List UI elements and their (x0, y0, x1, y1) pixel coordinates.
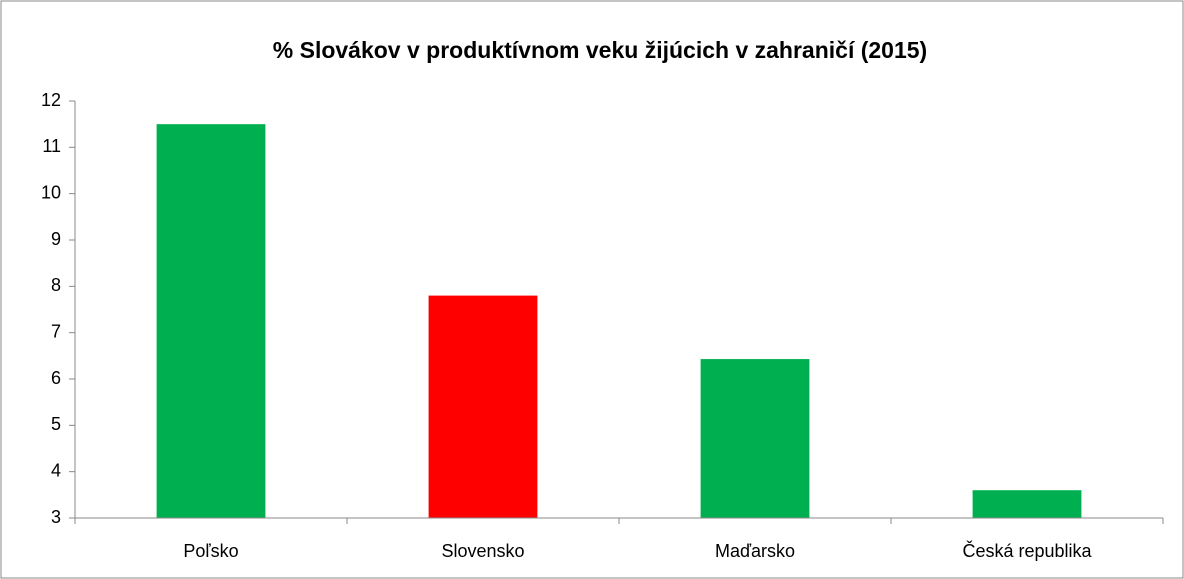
y-tick-label: 3 (51, 507, 61, 527)
y-tick-label: 7 (51, 321, 61, 341)
y-tick-label: 8 (51, 275, 61, 295)
x-tick-label: Poľsko (183, 541, 238, 561)
x-tick-label: Maďarsko (715, 541, 795, 561)
x-tick-label: Slovensko (441, 541, 524, 561)
y-tick-label: 11 (42, 136, 61, 156)
chart-title: % Slovákov v produktívnom veku žijúcich … (273, 37, 927, 63)
bar (700, 359, 810, 518)
y-tick-label: 4 (51, 460, 61, 480)
y-tick-label: 12 (41, 90, 61, 110)
y-tick-label: 5 (51, 414, 61, 434)
y-tick-label: 10 (41, 182, 61, 202)
y-tick-label: 6 (51, 368, 61, 388)
x-tick-label: Česká republika (962, 540, 1092, 561)
bar (428, 295, 538, 518)
bar (156, 124, 266, 519)
y-tick-label: 9 (51, 229, 61, 249)
bar (972, 490, 1082, 518)
